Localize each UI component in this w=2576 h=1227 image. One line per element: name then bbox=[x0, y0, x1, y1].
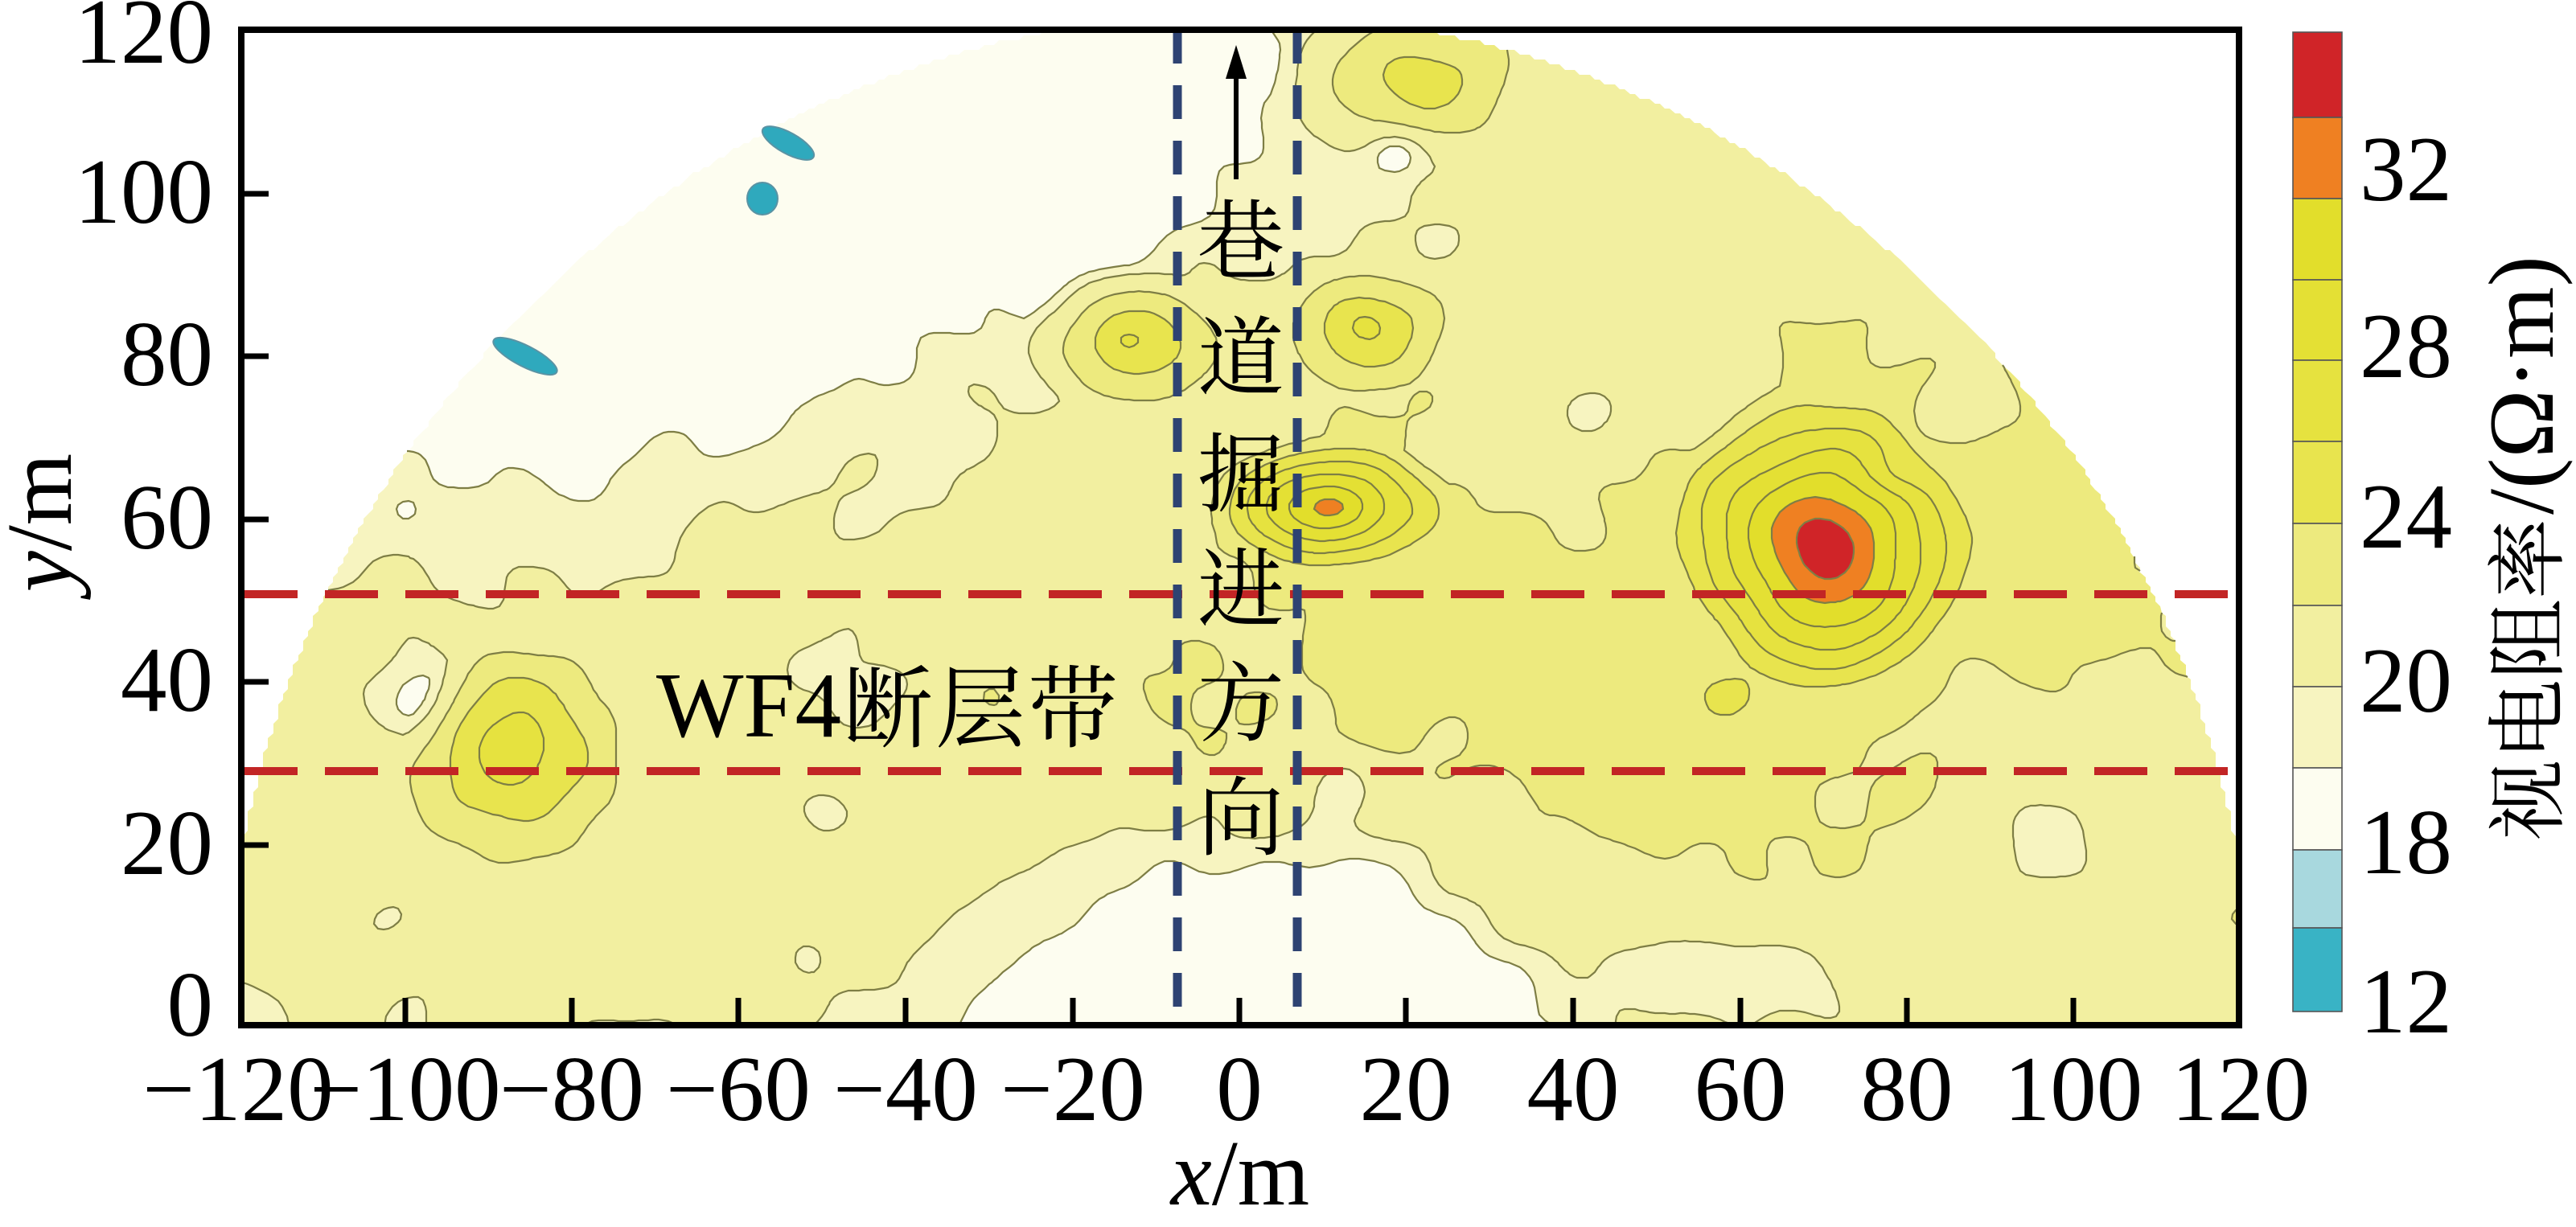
svg-text:120: 120 bbox=[75, 0, 214, 83]
svg-text:18: 18 bbox=[2360, 791, 2452, 893]
svg-text:−100: −100 bbox=[310, 1038, 500, 1140]
svg-text:/(Ω·m): /(Ω·m) bbox=[2471, 256, 2573, 515]
svg-text:−80: −80 bbox=[499, 1038, 644, 1140]
svg-text:WF4: WF4 bbox=[656, 655, 841, 757]
svg-text:40: 40 bbox=[121, 629, 213, 731]
svg-text:80: 80 bbox=[1861, 1038, 1954, 1140]
svg-text:100: 100 bbox=[2004, 1038, 2143, 1140]
svg-text:20: 20 bbox=[2360, 630, 2452, 732]
svg-text:120: 120 bbox=[2171, 1038, 2311, 1140]
svg-text:−20: −20 bbox=[1000, 1038, 1145, 1140]
svg-text:100: 100 bbox=[75, 141, 214, 243]
svg-text:−40: −40 bbox=[833, 1038, 978, 1140]
svg-text:−60: −60 bbox=[666, 1038, 811, 1140]
svg-text:20: 20 bbox=[1360, 1038, 1452, 1140]
svg-text:60: 60 bbox=[1695, 1038, 1787, 1140]
svg-text:0: 0 bbox=[167, 954, 214, 1056]
svg-text:60: 60 bbox=[121, 466, 213, 568]
svg-text:24: 24 bbox=[2360, 466, 2452, 568]
svg-text:28: 28 bbox=[2360, 295, 2452, 397]
svg-text:32: 32 bbox=[2360, 118, 2452, 220]
svg-text:x/m: x/m bbox=[1169, 1122, 1309, 1223]
svg-text:0: 0 bbox=[1216, 1038, 1263, 1140]
svg-text:y/m: y/m bbox=[0, 453, 91, 600]
svg-text:20: 20 bbox=[121, 792, 213, 894]
svg-text:−120: −120 bbox=[142, 1038, 333, 1140]
svg-text:12: 12 bbox=[2360, 950, 2452, 1053]
svg-text:80: 80 bbox=[121, 303, 213, 405]
svg-text:40: 40 bbox=[1527, 1038, 1620, 1140]
